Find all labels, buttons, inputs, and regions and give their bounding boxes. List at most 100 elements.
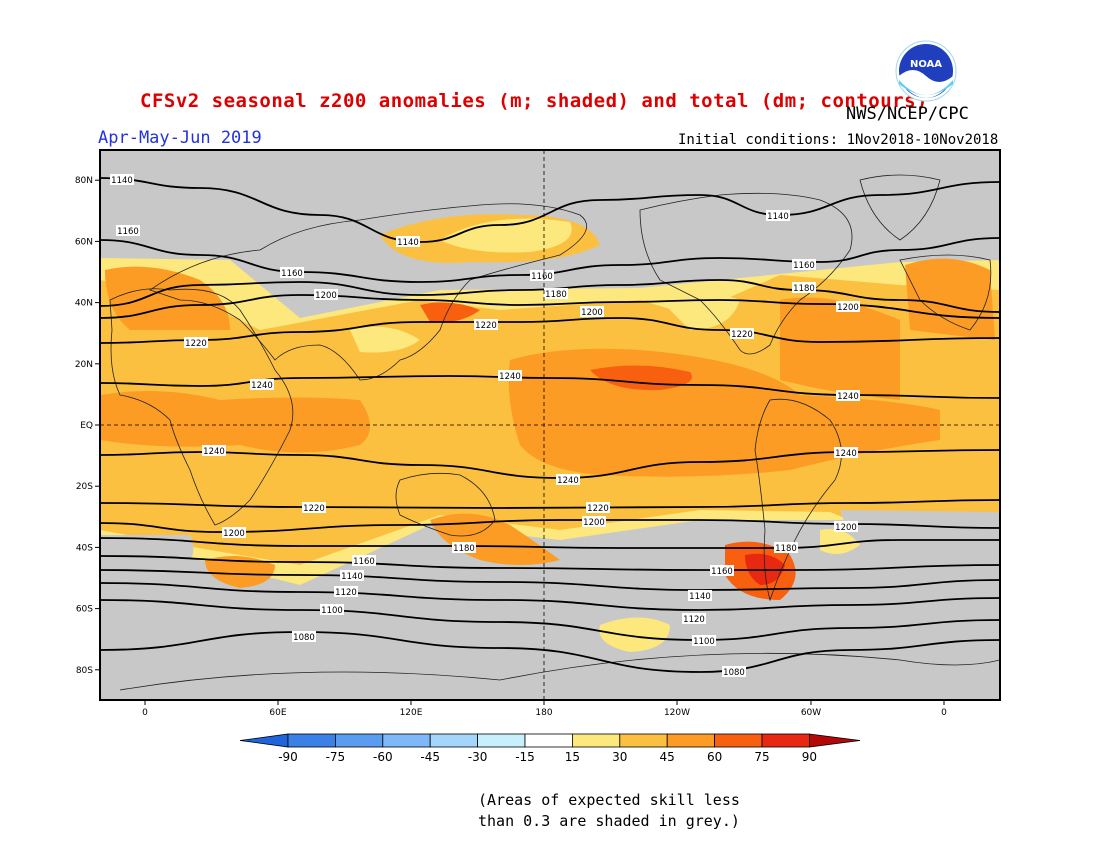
contour-label-bg <box>314 289 338 300</box>
anomaly-60-africa-south <box>205 556 275 588</box>
contour-label-bg <box>334 586 358 597</box>
anomaly-60-southern-oz <box>430 513 560 565</box>
contour-label: 1240 <box>835 449 857 459</box>
lon-axis: 0 60E 120E 180 120W 60W 0 <box>142 700 947 718</box>
contour-label: 1160 <box>531 272 553 282</box>
contour-label: 1120 <box>683 615 705 625</box>
contour-label: 1220 <box>185 339 207 349</box>
contour-label: 1200 <box>223 529 245 539</box>
anomaly-60-northamerica <box>105 266 230 330</box>
contour-label-bg <box>222 527 246 538</box>
colorbar-label: 60 <box>707 750 722 764</box>
contour-label-bg <box>836 390 860 401</box>
lat-axis: 80N 60N 40N 20N EQ 20S 40S 60S 80S <box>75 176 100 676</box>
forecast-period: Apr-May-Jun 2019 <box>98 128 262 148</box>
contour-label-bg <box>774 542 798 553</box>
contour-label: 1080 <box>293 633 315 643</box>
colorbar: -90 -75 -60 -45 -30 -15 15 30 45 60 75 90 <box>239 733 861 764</box>
contour-label-bg <box>692 635 716 646</box>
lon-tick-label: 60E <box>269 708 286 718</box>
contour-label: 1120 <box>335 588 357 598</box>
lat-tick-label: 60N <box>75 237 93 247</box>
map-frame <box>99 149 1001 701</box>
lon-tick-label: 120W <box>664 708 690 718</box>
contour-label: 1100 <box>321 606 343 616</box>
contour-1140 <box>100 569 1000 591</box>
skill-note: (Areas of expected skill less than 0.3 a… <box>478 790 740 832</box>
contour-label: 1160 <box>117 227 139 237</box>
contour-label-bg <box>292 631 316 642</box>
contour-label-bg <box>340 570 364 581</box>
contour-1180 <box>100 279 1000 313</box>
contour-label-bg <box>110 174 134 185</box>
contour-label-bg <box>116 225 140 236</box>
contour-1100 <box>100 599 1000 641</box>
coast-eurasia <box>149 203 587 381</box>
contour-label-bg <box>556 474 580 485</box>
contour-label: 1240 <box>499 372 521 382</box>
skill-note-line-1: (Areas of expected skill less <box>478 791 740 809</box>
logo-text: NOAA <box>910 59 942 70</box>
contour-label-bg <box>320 604 344 615</box>
contour-label: 1080 <box>723 668 745 678</box>
anomaly-shading <box>100 150 1000 700</box>
anomaly-75-central-pacific <box>590 365 692 391</box>
lat-tick-label: 20N <box>75 360 93 370</box>
colorbar-swatch <box>524 733 573 748</box>
colorbar-swatch <box>572 733 621 748</box>
contour-label-bg <box>792 259 816 270</box>
colorbar-swatch <box>714 733 763 748</box>
colorbar-label: -90 <box>278 750 298 764</box>
colorbar-swatch <box>382 733 431 748</box>
colorbar-swatch <box>666 733 716 748</box>
anomaly-45-band <box>100 275 1000 565</box>
contour-label: 1100 <box>693 637 715 647</box>
lat-tick-label: 60S <box>76 605 93 615</box>
colorbar-label: -15 <box>515 750 535 764</box>
lat-tick-label: 80S <box>76 666 93 676</box>
contour-label-bg <box>530 270 554 281</box>
contour-label: 1140 <box>689 592 711 602</box>
contour-label: 1140 <box>767 212 789 222</box>
contour-1220 <box>100 317 1000 344</box>
lat-tick-label: 80N <box>75 176 93 186</box>
coast-europe-east <box>899 254 992 331</box>
contour-label: 1180 <box>775 544 797 554</box>
noaa-logo: NOAA <box>895 40 957 102</box>
anomaly-60-indian <box>100 391 370 453</box>
contour-lines <box>100 177 1000 673</box>
contour-label: 1220 <box>303 504 325 514</box>
contour-label-bg <box>452 542 476 553</box>
colorbar-swatch <box>619 733 668 748</box>
anomaly-75-south-america <box>725 541 796 600</box>
contour-label: 1140 <box>341 572 363 582</box>
contour-label-bg <box>202 445 226 456</box>
agency-label: NWS/NCEP/CPC <box>846 104 969 124</box>
contour-label: 1240 <box>557 476 579 486</box>
colorbar-label: -45 <box>420 750 440 764</box>
coastlines <box>109 174 1000 691</box>
contour-label: 1200 <box>835 523 857 533</box>
lon-tick-label: 60W <box>801 708 821 718</box>
contour-label-bg <box>682 613 706 624</box>
coast-africa <box>109 288 294 526</box>
contour-1220 <box>100 499 1000 509</box>
anomaly-60-atlantic <box>780 297 900 400</box>
contour-label-bg <box>836 301 860 312</box>
colorbar-label: 90 <box>802 750 817 764</box>
contour-1160 <box>100 237 1000 283</box>
contour-label: 1160 <box>281 269 303 279</box>
contour-1240 <box>100 375 1000 399</box>
contour-label-bg <box>688 590 712 601</box>
contour-label: 1160 <box>353 557 375 567</box>
lon-tick-label: 0 <box>941 708 947 718</box>
colorbar-label: 75 <box>754 750 769 764</box>
anomaly-60-europe <box>905 258 995 340</box>
contour-label-bg <box>474 319 498 330</box>
contour-label-bg <box>834 447 858 458</box>
contour-label-bg <box>250 379 274 390</box>
contour-label: 1180 <box>793 284 815 294</box>
contour-label-bg <box>184 337 208 348</box>
anomaly-north-pacific <box>380 214 600 263</box>
contour-label-bg <box>580 306 604 317</box>
